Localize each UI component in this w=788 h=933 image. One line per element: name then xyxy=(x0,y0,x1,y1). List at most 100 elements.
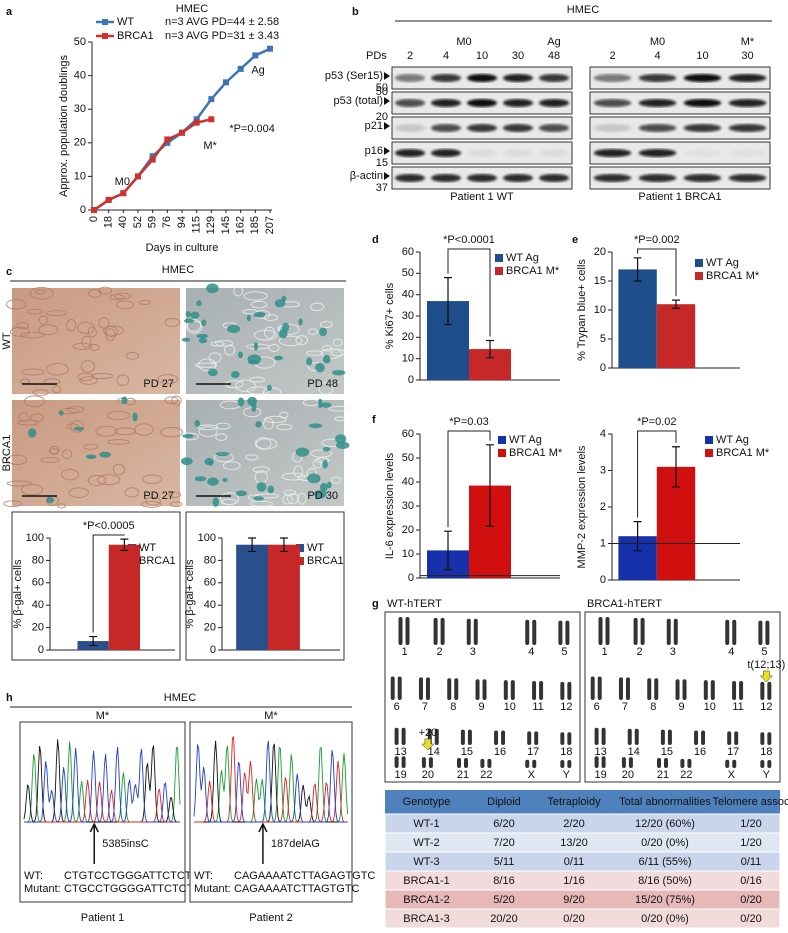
band xyxy=(502,149,534,157)
cell xyxy=(307,328,319,336)
stain xyxy=(247,360,260,365)
stain xyxy=(215,451,230,457)
band xyxy=(430,174,462,182)
chromosome xyxy=(558,620,563,645)
y-tick-label: 60 xyxy=(402,246,414,258)
row-arrow xyxy=(384,172,390,180)
chromosome-label: 17 xyxy=(727,746,739,758)
y-tick-label: 50 xyxy=(402,267,414,279)
chromosome-label: 21 xyxy=(457,769,469,781)
chromosome xyxy=(618,677,623,700)
error-bar xyxy=(248,537,257,553)
annotation: *P<0.0001 xyxy=(443,234,495,246)
chromosome xyxy=(525,759,530,768)
stage-label: M* xyxy=(741,36,755,48)
stage-label: M0 xyxy=(650,36,665,48)
band xyxy=(502,124,534,132)
annotation: M* xyxy=(203,140,217,152)
chromosome xyxy=(401,756,406,768)
bracket xyxy=(447,430,491,528)
row-arrow xyxy=(384,147,390,155)
chromosome xyxy=(394,727,399,745)
micrograph-label: PD 48 xyxy=(307,378,338,390)
point xyxy=(135,173,141,180)
cell xyxy=(145,496,161,506)
row-label: β-actin xyxy=(350,170,383,182)
stain xyxy=(322,460,328,469)
cell xyxy=(18,412,30,422)
table-cell: 0/20 xyxy=(740,894,761,906)
row-label: p21 xyxy=(365,120,383,132)
cell xyxy=(21,483,44,496)
y-tick-label: 2 xyxy=(600,501,606,513)
chromosome-label: 13 xyxy=(594,746,606,758)
table-cell: 9/20 xyxy=(563,894,584,906)
annotation: *P=0.004 xyxy=(229,123,275,135)
table-header-cell: Telomere assoc xyxy=(712,796,788,808)
cell xyxy=(52,385,62,394)
table-cell: 0/20 xyxy=(563,913,584,925)
chromosome xyxy=(732,759,737,768)
y-tick-label: 20 xyxy=(402,524,414,536)
bar xyxy=(236,544,269,650)
chromosome xyxy=(625,677,630,700)
cell xyxy=(235,379,257,392)
cell xyxy=(318,382,334,395)
legend-swatch xyxy=(296,544,304,552)
cell xyxy=(88,343,100,351)
chromosome xyxy=(560,681,565,700)
cell xyxy=(249,500,274,507)
band xyxy=(430,124,462,132)
cell xyxy=(109,294,125,301)
stain xyxy=(274,299,286,308)
table-cell: 1/20 xyxy=(740,818,761,830)
stain xyxy=(194,419,201,428)
x-tick-label: 0 xyxy=(88,216,100,222)
mw-marker: 50 xyxy=(376,86,388,98)
legend-swatch xyxy=(495,254,503,262)
cell xyxy=(253,329,277,341)
chromosome xyxy=(590,676,595,700)
table-cell: BRCA1-3 xyxy=(403,913,449,925)
stain xyxy=(181,337,191,342)
stain xyxy=(194,476,207,482)
y-tick-label: 20 xyxy=(204,622,216,634)
x-axis-label: Days in culture xyxy=(146,242,219,254)
legend-swatch xyxy=(498,449,506,457)
band xyxy=(538,149,570,157)
table-cell: 20/20 xyxy=(490,913,518,925)
chromosome xyxy=(694,730,699,745)
chromosome xyxy=(467,729,472,745)
legend-label: WT Ag xyxy=(706,257,739,269)
legend-marker xyxy=(102,33,108,39)
cell xyxy=(81,335,92,348)
patient-label: Patient 2 xyxy=(249,912,292,924)
y-tick-label: 0 xyxy=(408,374,414,386)
cell xyxy=(95,425,118,437)
chromosome xyxy=(398,617,403,645)
y-tick-label: 40 xyxy=(402,289,414,301)
chromosome xyxy=(605,617,610,645)
panel-letter: b xyxy=(352,6,359,18)
cell xyxy=(79,376,98,385)
karyotype-box xyxy=(384,611,581,783)
chromosome-label: 9 xyxy=(678,701,684,713)
cell xyxy=(17,419,40,426)
y-axis-label: % Trypan blue+ cells xyxy=(576,259,588,361)
chromosome xyxy=(454,678,459,700)
blot-strip xyxy=(589,166,771,190)
chromosome xyxy=(532,759,537,768)
chromosome xyxy=(401,727,406,745)
y-tick-label: 10 xyxy=(402,548,414,560)
x-tick-label: 59 xyxy=(147,216,159,228)
cell xyxy=(45,310,67,317)
stain xyxy=(207,477,219,486)
cell xyxy=(315,457,330,464)
chromosome-label: 17 xyxy=(527,746,539,758)
stage-label: M* xyxy=(264,710,278,722)
band xyxy=(683,124,722,132)
table-cell: 0/20 (0%) xyxy=(641,837,689,849)
chromosome xyxy=(460,729,465,745)
sequence: CTGTCCTGGGATTCTCTT xyxy=(64,870,198,882)
table-cell: 0/20 (0%) xyxy=(641,913,689,925)
